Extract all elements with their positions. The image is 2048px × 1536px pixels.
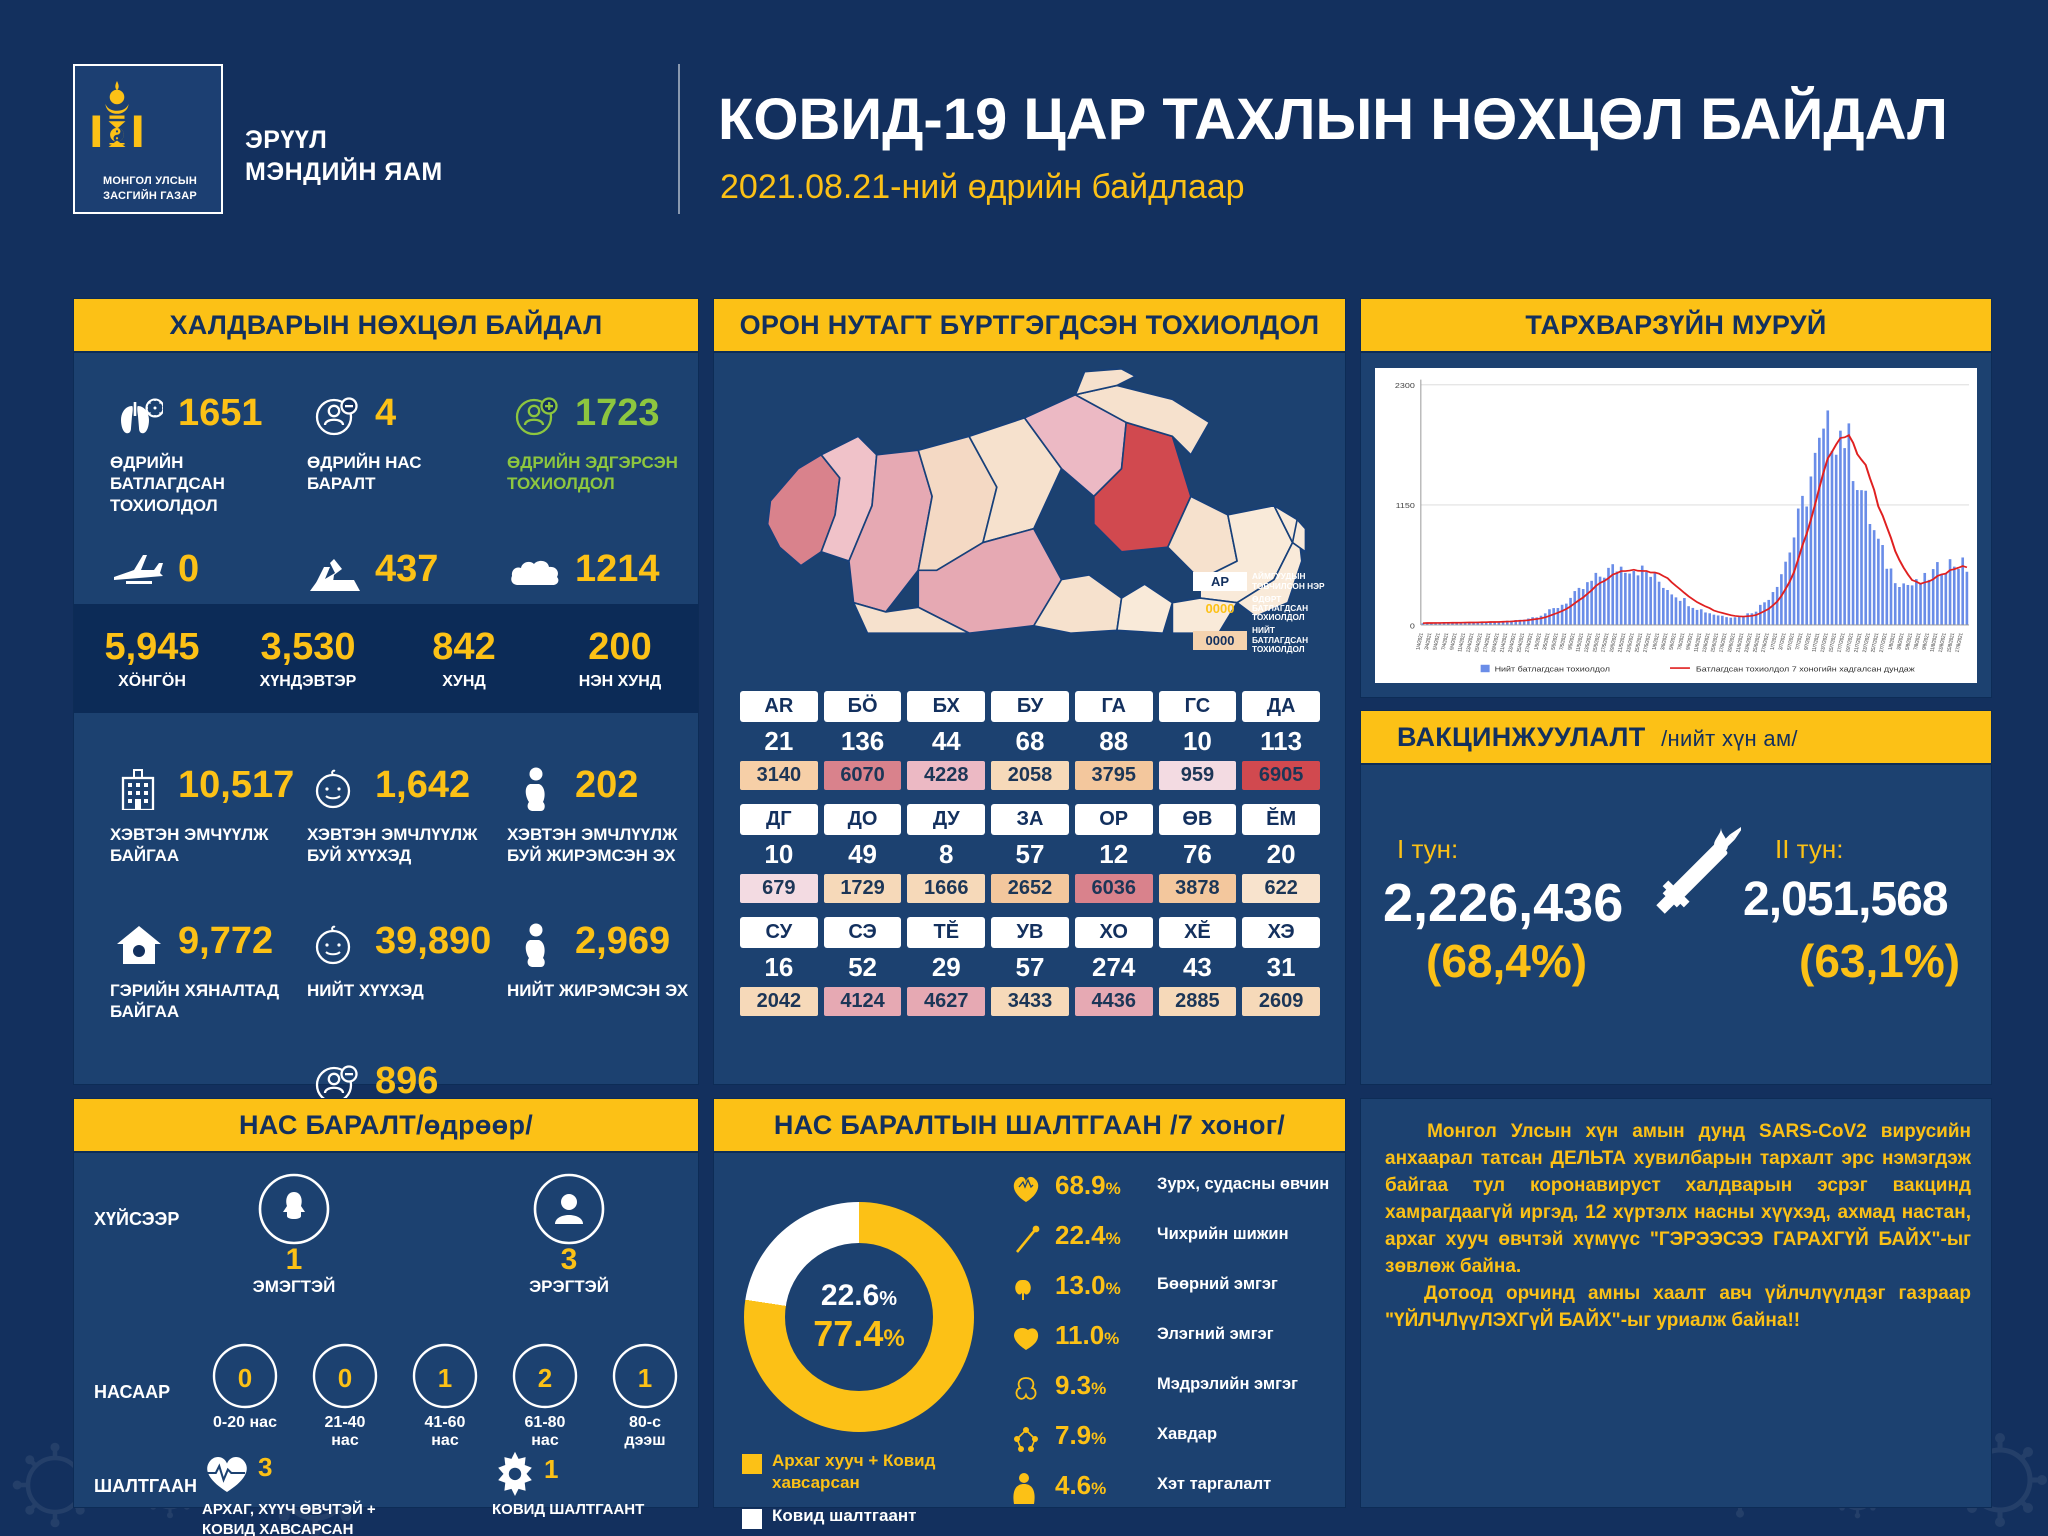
svg-text:3/7/2021: 3/7/2021 [1778,632,1788,650]
svg-text:0: 0 [1410,622,1415,630]
svg-text:7/5/2021: 7/5/2021 [1558,632,1568,650]
svg-text:2300: 2300 [1395,382,1415,390]
svg-text:9/7/2021: 9/7/2021 [1803,632,1813,650]
svg-text:3/4/2021: 3/4/2021 [1424,632,1434,650]
svg-text:5/5/2021: 5/5/2021 [1550,632,1560,650]
svg-text:5/4/2021: 5/4/2021 [1432,632,1442,650]
svg-text:9/5/2021: 9/5/2021 [1567,632,1577,650]
svg-text:9/4/2021: 9/4/2021 [1449,632,1459,650]
svg-text:7/6/2021: 7/6/2021 [1677,632,1687,650]
svg-text:9/8/2021: 9/8/2021 [1921,632,1931,650]
svg-text:7/4/2021: 7/4/2021 [1440,632,1450,650]
svg-text:5/8/2021: 5/8/2021 [1904,632,1914,650]
svg-text:7/8/2021: 7/8/2021 [1913,632,1923,650]
svg-text:1/4/2021: 1/4/2021 [1415,632,1425,650]
svg-text:1/7/2021: 1/7/2021 [1769,632,1779,650]
svg-text:1/5/2021: 1/5/2021 [1533,632,1543,650]
svg-text:Нийт батлагдсан тохиолдол: Нийт батлагдсан тохиолдол [1495,665,1611,673]
svg-text:3/5/2021: 3/5/2021 [1542,632,1552,650]
svg-text:1/6/2021: 1/6/2021 [1651,632,1661,650]
svg-text:9/6/2021: 9/6/2021 [1685,632,1695,650]
svg-text:1/8/2021: 1/8/2021 [1887,632,1897,650]
svg-text:1150: 1150 [1396,502,1416,510]
svg-text:Батлагдсан тохиолдол 7 хоногий: Батлагдсан тохиолдол 7 хоногийн хадгалса… [1696,665,1915,673]
svg-text:5/7/2021: 5/7/2021 [1786,632,1796,650]
svg-text:3/6/2021: 3/6/2021 [1660,632,1670,650]
svg-text:7/7/2021: 7/7/2021 [1795,632,1805,650]
svg-text:3/8/2021: 3/8/2021 [1896,632,1906,650]
svg-text:5/6/2021: 5/6/2021 [1668,632,1678,650]
